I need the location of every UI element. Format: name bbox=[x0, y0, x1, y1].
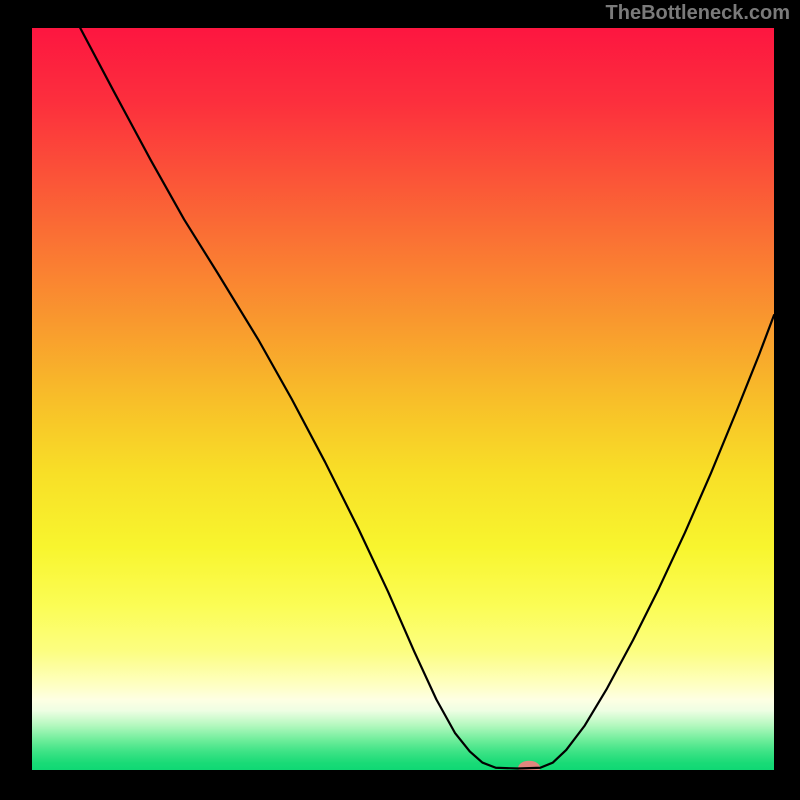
plot-background bbox=[32, 28, 774, 770]
chart-frame: TheBottleneck.com bbox=[0, 0, 800, 800]
attribution-label: TheBottleneck.com bbox=[606, 2, 790, 25]
bottleneck-plot bbox=[32, 28, 774, 770]
